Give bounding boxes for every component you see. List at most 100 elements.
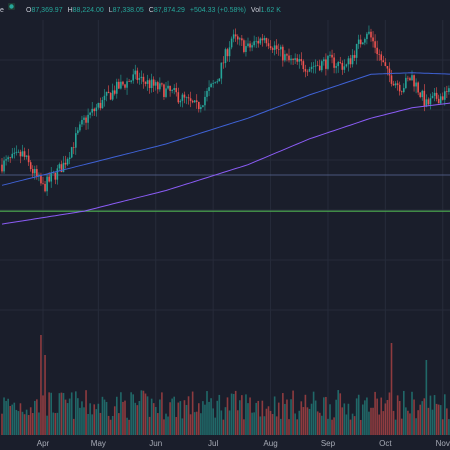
volume-bar bbox=[75, 391, 77, 435]
candle-body bbox=[398, 84, 401, 92]
volume-bar bbox=[239, 400, 241, 435]
candle-body bbox=[60, 164, 63, 173]
volume-bar bbox=[234, 390, 237, 435]
volume-bar bbox=[446, 408, 448, 435]
volume-bar bbox=[263, 416, 266, 435]
volume-bar bbox=[333, 417, 335, 435]
candle-body bbox=[347, 58, 350, 65]
candle-body bbox=[29, 162, 32, 170]
candle-body bbox=[70, 147, 73, 158]
volume-bar bbox=[433, 395, 436, 435]
close-value: 87,874.29 bbox=[154, 7, 185, 14]
candle-body bbox=[128, 81, 130, 82]
candle-body bbox=[351, 55, 354, 65]
candle-body bbox=[218, 78, 221, 82]
volume-bar bbox=[372, 407, 374, 435]
volume-bar bbox=[77, 398, 79, 435]
volume-bar bbox=[232, 393, 235, 435]
candle-body bbox=[64, 162, 67, 165]
candle-body bbox=[99, 102, 102, 109]
candle-body bbox=[122, 81, 124, 85]
candle-body bbox=[206, 90, 208, 97]
volume-bar bbox=[34, 400, 36, 435]
volume-bar bbox=[152, 403, 155, 435]
volume-bar bbox=[214, 417, 216, 435]
volume-bar bbox=[116, 396, 118, 435]
candle-body bbox=[362, 42, 364, 45]
volume-bar bbox=[269, 410, 272, 435]
candle-body bbox=[251, 45, 253, 48]
candle-body bbox=[302, 61, 305, 70]
candle-body bbox=[321, 61, 323, 71]
volume-bar bbox=[101, 396, 104, 435]
volume-bar bbox=[208, 401, 210, 435]
volume-bar bbox=[298, 410, 301, 435]
candle-body bbox=[5, 159, 7, 161]
candle-body bbox=[204, 96, 206, 106]
candle-body bbox=[23, 151, 26, 157]
candle-body bbox=[146, 80, 149, 84]
candle-body bbox=[130, 80, 132, 82]
volume-bar bbox=[243, 419, 245, 435]
candle-body bbox=[34, 169, 36, 174]
candle-body bbox=[7, 157, 9, 160]
volume-bar bbox=[368, 411, 370, 435]
volume-bar bbox=[40, 335, 42, 435]
volume-bar bbox=[431, 409, 434, 435]
candle-body bbox=[72, 147, 75, 148]
volume-bar bbox=[226, 397, 229, 435]
volume-bar bbox=[118, 413, 120, 435]
volume-bar bbox=[3, 397, 5, 435]
volume-bar bbox=[286, 399, 288, 435]
volume-bar bbox=[228, 410, 231, 435]
candle-body bbox=[220, 62, 223, 79]
volume-bar bbox=[212, 408, 214, 435]
volume-bar bbox=[130, 392, 132, 435]
candle-body bbox=[171, 89, 173, 91]
volume-bar bbox=[144, 393, 147, 435]
candle-body bbox=[288, 55, 290, 61]
moving-averages bbox=[1, 72, 450, 225]
candle-body bbox=[183, 94, 186, 98]
horizontal-levels bbox=[0, 174, 450, 212]
candle-body bbox=[163, 84, 165, 97]
candle-body bbox=[396, 83, 399, 85]
candle-body bbox=[277, 49, 280, 50]
volume-bar bbox=[97, 403, 100, 435]
candle-body bbox=[191, 100, 194, 103]
candle-body bbox=[314, 65, 317, 67]
volume-bar bbox=[136, 405, 139, 435]
volume-bar bbox=[448, 419, 450, 435]
candle-body bbox=[56, 168, 59, 180]
candle-body bbox=[111, 90, 114, 100]
candle-body bbox=[335, 66, 337, 68]
volume-bar bbox=[93, 404, 96, 435]
x-tick-label: Oct bbox=[379, 439, 392, 448]
high-value: 88,224.00 bbox=[73, 7, 104, 14]
candle-body bbox=[113, 90, 116, 94]
candle-body bbox=[282, 46, 284, 61]
volume-bar bbox=[423, 398, 426, 435]
volume-bar bbox=[417, 410, 419, 435]
volume-bar bbox=[95, 409, 98, 435]
volume-bar bbox=[444, 394, 446, 435]
volume-bar bbox=[13, 402, 16, 435]
volume-bar bbox=[195, 411, 198, 435]
volume-bar bbox=[259, 416, 262, 435]
volume-bar bbox=[310, 403, 313, 435]
volume-bar bbox=[66, 403, 69, 435]
candle-body bbox=[19, 151, 22, 157]
candle-body bbox=[124, 84, 126, 88]
candle-body bbox=[83, 117, 85, 120]
candle-body bbox=[97, 102, 100, 108]
candle-body bbox=[202, 105, 204, 107]
volume-bar bbox=[132, 394, 134, 435]
candle-body bbox=[105, 91, 108, 96]
candle-body bbox=[173, 88, 175, 90]
volume-bar bbox=[396, 395, 399, 435]
volume-bar bbox=[300, 401, 303, 435]
volume-bar bbox=[253, 412, 255, 435]
volume-bar bbox=[17, 411, 20, 435]
